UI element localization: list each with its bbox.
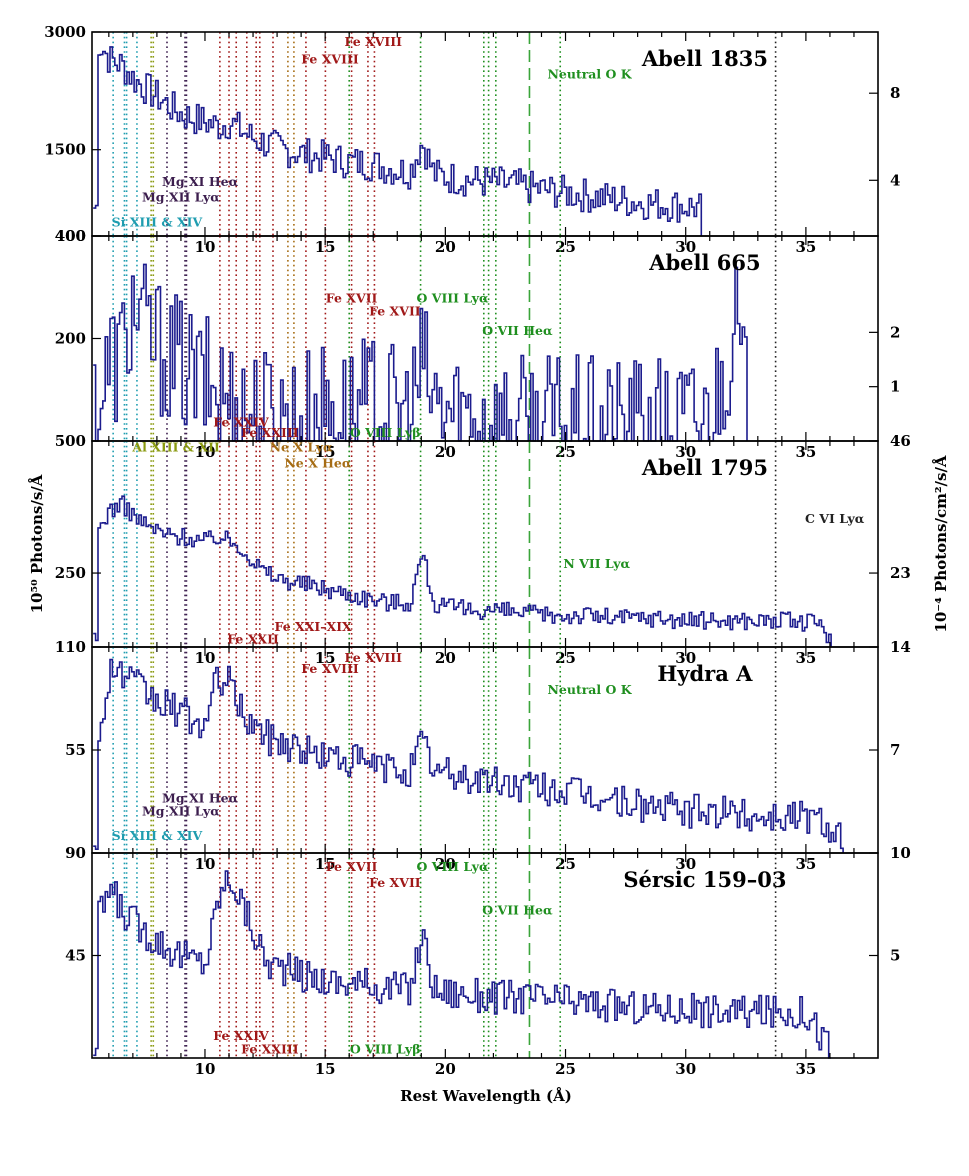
x-tick-label: 20 [435, 443, 456, 461]
right-y-tick-label: 23 [890, 564, 911, 582]
panel-title: Hydra A [657, 661, 753, 686]
y-tick-label: 110 [55, 638, 86, 656]
y-tick-label: 400 [55, 227, 86, 245]
line-annotation: Ne X Heα [284, 455, 352, 470]
y-tick-label: 400 [55, 227, 86, 245]
right-y-tick-label: 7 [890, 741, 900, 759]
line-annotation: Ne X Lyα [270, 440, 333, 455]
line-annotation: Fe XVIII [345, 650, 403, 665]
x-tick-label: 20 [435, 649, 456, 667]
line-annotation: O VIII Lyβ [350, 1041, 421, 1056]
spectrum-trace [93, 263, 748, 442]
spectrum-trace [93, 46, 703, 236]
line-annotation: N VII Lyα [563, 556, 630, 571]
line-annotation: O VII Heα [482, 323, 553, 338]
x-tick-label: 30 [675, 649, 696, 667]
line-annotation: Fe XXIII [241, 1041, 299, 1056]
line-annotation: Mg XI Heα [162, 790, 239, 805]
right-y-tick-label: 5 [890, 947, 900, 965]
y-tick-label: 200 [55, 330, 86, 348]
line-annotation: Fe XXIV [213, 415, 269, 430]
x-tick-label: 30 [675, 238, 696, 256]
y-tick-label: 90 [65, 844, 86, 862]
line-annotation: Fe XVII [369, 303, 421, 318]
x-tick-label: 35 [795, 1060, 816, 1078]
line-annotation: Fe XVII [369, 875, 421, 890]
y-tick-label: 45 [65, 947, 86, 965]
line-annotation: Fe XXIV [213, 1028, 269, 1043]
x-tick-label: 35 [795, 649, 816, 667]
line-annotation: Fe XVIII [345, 34, 403, 49]
line-annotation: Si XIII & XIV [112, 215, 203, 230]
x-tick-label: 20 [435, 1060, 456, 1078]
line-annotation: O VII Heα [482, 903, 553, 918]
y-tick-label: 3000 [44, 23, 86, 41]
line-annotation: Fe XXII [227, 631, 279, 646]
right-y-tick-label: 46 [890, 432, 911, 450]
panel-frame [91, 646, 879, 854]
line-annotation: Fe XXI–XIX [275, 619, 353, 634]
y-axis-title-right: 10⁻⁴ Photons/cm²/s/Å [932, 455, 950, 633]
right-y-tick-label: 8 [890, 84, 900, 102]
right-y-tick-label: 14 [890, 638, 911, 656]
spectrum-trace [93, 495, 832, 647]
line-annotation: Mg XI Heα [162, 174, 239, 189]
line-annotation: Fe XVII [326, 291, 378, 306]
y-tick-label: 55 [65, 741, 86, 759]
panel-title: Abell 665 [648, 250, 760, 275]
x-tick-label: 15 [315, 1060, 336, 1078]
line-annotation: O VIII Lyα [417, 859, 489, 874]
line-annotation: O VIII Lyα [417, 291, 489, 306]
line-annotation: C VI Lyα [805, 511, 865, 526]
line-annotation: Neutral O K [547, 682, 632, 697]
x-tick-label: 30 [675, 855, 696, 873]
x-tick-label: 35 [795, 238, 816, 256]
y-tick-label: 500 [55, 432, 86, 450]
line-annotation: Fe XXIII [241, 425, 299, 440]
right-y-tick-label: 1 [890, 378, 900, 396]
x-tick-label: 10 [195, 1060, 216, 1078]
x-tick-label: 35 [795, 443, 816, 461]
x-tick-label: 25 [555, 1060, 576, 1078]
panel-title: Abell 1835 [641, 46, 768, 71]
x-tick-label: 30 [675, 1060, 696, 1078]
x-tick-label: 10 [195, 649, 216, 667]
y-tick-label: 250 [55, 564, 86, 582]
x-tick-label: 35 [795, 855, 816, 873]
x-tick-label: 20 [435, 855, 456, 873]
spectrum-trace [93, 870, 832, 1059]
line-annotation: Si XIII & XIV [112, 828, 203, 843]
right-y-tick-label: 10 [890, 844, 911, 862]
x-tick-label: 10 [195, 443, 216, 461]
x-tick-label: 20 [435, 238, 456, 256]
panel-title: Abell 1795 [641, 455, 768, 480]
line-annotation: Neutral O K [547, 66, 632, 81]
x-tick-label: 30 [675, 443, 696, 461]
x-tick-label: 10 [195, 238, 216, 256]
line-annotation: Mg XII Lyα [142, 804, 220, 819]
right-y-tick-label: 4 [890, 171, 900, 189]
x-axis-title: Rest Wavelength (Å) [400, 1087, 572, 1105]
panel-title: Sérsic 159–03 [623, 867, 786, 892]
line-annotation: Fe XVIII [301, 51, 359, 66]
line-annotation: O VIII Lyβ [350, 425, 421, 440]
line-annotation: Mg XII Lyα [142, 189, 220, 204]
y-tick-label: 1500 [44, 141, 86, 159]
line-annotation: Al XIII & XII [131, 440, 220, 455]
line-annotation: Fe XVIII [301, 661, 359, 676]
line-annotation: Fe XVII [326, 859, 378, 874]
x-tick-label: 10 [195, 855, 216, 873]
y-axis-title-left: 10⁵⁰ Photons/s/Å [28, 474, 46, 613]
spectrum-trace [93, 658, 844, 853]
right-y-tick-label: 2 [890, 323, 900, 341]
